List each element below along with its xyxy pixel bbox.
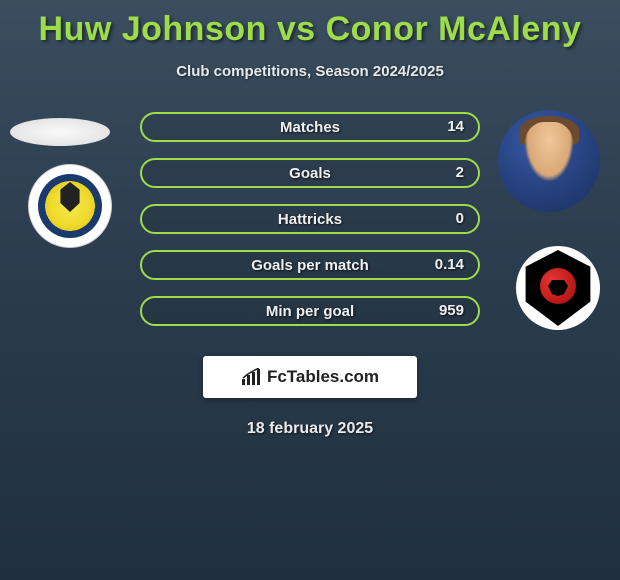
stat-rows: Matches 14 Goals 2 Hattricks 0 Goals per…: [140, 112, 480, 342]
stat-row-hattricks: Hattricks 0: [140, 204, 480, 234]
player-right-photo: [498, 110, 600, 212]
stat-row-goals: Goals 2: [140, 158, 480, 188]
stat-right-value: 14: [447, 118, 464, 135]
stat-label: Matches: [280, 119, 340, 136]
stats-area: Matches 14 Goals 2 Hattricks 0 Goals per…: [0, 108, 620, 348]
club-badge-left: [28, 164, 112, 248]
stat-row-goals-per-match: Goals per match 0.14: [140, 250, 480, 280]
club-badge-right: [516, 246, 600, 330]
stat-row-matches: Matches 14: [140, 112, 480, 142]
stat-right-value: 0: [456, 210, 464, 227]
stat-label: Goals: [289, 165, 331, 182]
brand-box[interactable]: FcTables.com: [203, 356, 417, 398]
chart-icon: [241, 368, 261, 386]
page-title: Huw Johnson vs Conor McAleny: [0, 0, 620, 49]
brand-text: FcTables.com: [267, 367, 379, 387]
subtitle: Club competitions, Season 2024/2025: [0, 63, 620, 80]
player-left-photo: [10, 118, 110, 146]
stat-right-value: 2: [456, 164, 464, 181]
stat-right-value: 959: [439, 302, 464, 319]
stat-right-value: 0.14: [435, 256, 464, 273]
stat-label: Min per goal: [266, 303, 354, 320]
stat-label: Goals per match: [251, 257, 369, 274]
stat-row-min-per-goal: Min per goal 959: [140, 296, 480, 326]
date-text: 18 february 2025: [0, 420, 620, 438]
stat-label: Hattricks: [278, 211, 342, 228]
